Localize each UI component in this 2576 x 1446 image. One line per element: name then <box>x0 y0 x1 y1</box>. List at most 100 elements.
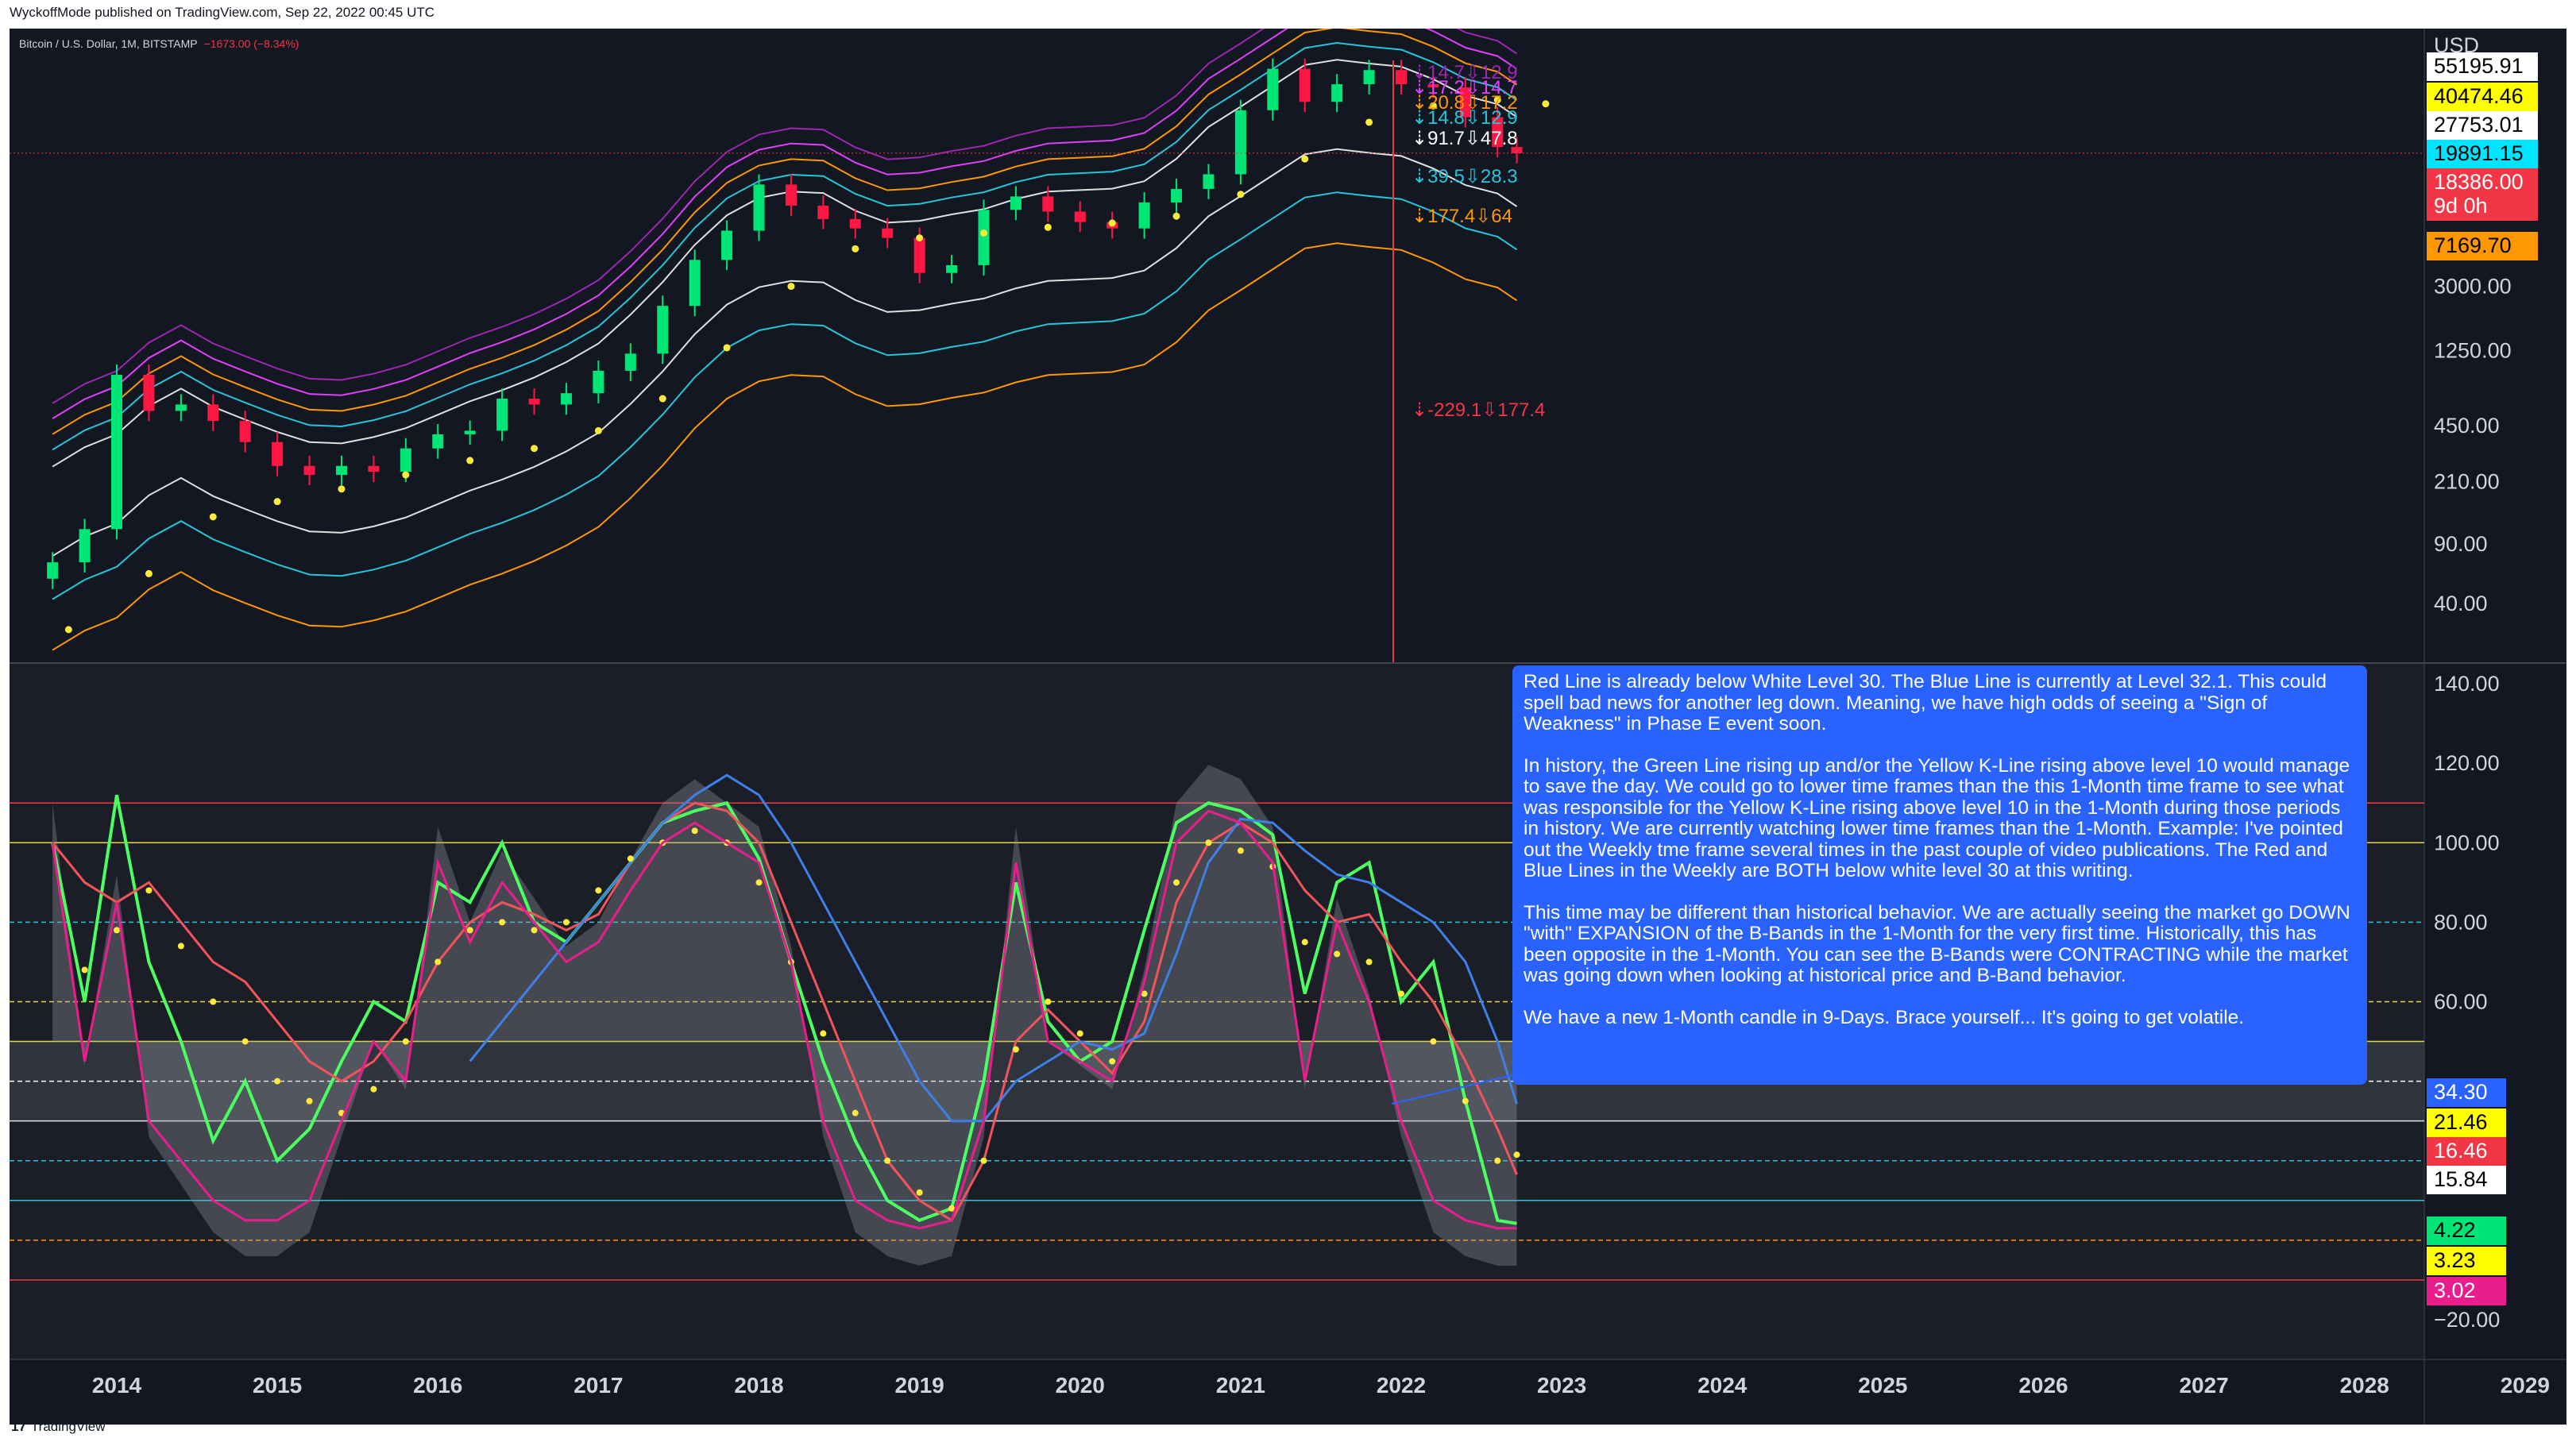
kline-dot <box>1108 219 1116 227</box>
osc-tag-bg <box>2427 1137 2506 1166</box>
lower-band-line-2 <box>52 242 1518 651</box>
kline-dot <box>787 283 795 291</box>
candle-body <box>593 370 604 394</box>
osc-kline-dot <box>1109 1058 1116 1065</box>
osc-tag-5: 3.23 <box>2427 1247 2506 1275</box>
price-change: −1673.00 (−8.34%) <box>203 37 299 50</box>
osc-axis-tick: 60.00 <box>2434 989 2488 1013</box>
osc-kline-dot <box>402 1038 409 1045</box>
price-axis-tick: 450.00 <box>2434 414 2500 438</box>
upper-band-line-2 <box>52 26 1518 435</box>
x-axis-tick: 2016 <box>413 1373 462 1398</box>
price-tag-text: 18386.00 <box>2434 170 2524 194</box>
candle-body <box>1363 70 1375 85</box>
kline-dot <box>1172 212 1180 220</box>
candle-body <box>1331 84 1343 102</box>
candle-body <box>849 218 861 229</box>
symbol-name: Bitcoin / U.S. Dollar, 1M, BITSTAMP <box>19 37 198 50</box>
price-axis-tick: 40.00 <box>2434 592 2488 615</box>
osc-kline-dot <box>1012 1046 1019 1053</box>
osc-tag-bg <box>2427 1109 2506 1137</box>
osc-line-blue <box>469 773 1518 1123</box>
kline-dot <box>723 344 731 352</box>
candle-body <box>913 237 925 273</box>
candle-body <box>624 353 636 371</box>
osc-tag-text: 4.22 <box>2434 1218 2476 1242</box>
kline-dot <box>145 569 153 577</box>
candle-body <box>1511 147 1523 153</box>
price-tag-3: 19891.15 <box>2427 140 2538 168</box>
price-axis-tick: 210.00 <box>2434 470 2500 494</box>
kline-dot <box>979 229 987 237</box>
kline-dot <box>1542 100 1550 108</box>
osc-kline-dot <box>177 943 184 950</box>
x-axis-tick: 2029 <box>2501 1373 2550 1398</box>
osc-tag-bg <box>2427 1277 2506 1305</box>
price-tag-text: 27753.01 <box>2434 113 2524 137</box>
osc-kline-dot <box>884 1157 891 1164</box>
candle-body <box>432 434 444 449</box>
candle-body <box>272 442 284 466</box>
price-tag-text: 19891.15 <box>2434 141 2524 165</box>
osc-tag-6: 3.02 <box>2427 1277 2506 1305</box>
candle-body <box>143 374 155 411</box>
candle-body <box>785 184 797 206</box>
kline-dot <box>1493 96 1501 104</box>
x-axis-tick: 2022 <box>1377 1373 1426 1398</box>
price-tag-bg <box>2427 232 2538 260</box>
x-axis-tick: 2028 <box>2340 1373 2389 1398</box>
x-axis-tick: 2014 <box>92 1373 142 1398</box>
osc-kline-dot <box>1334 951 1341 958</box>
osc-kline-dot <box>466 927 473 934</box>
osc-kline-dot <box>1173 879 1180 886</box>
osc-tag-text: 21.46 <box>2434 1110 2488 1134</box>
candle-body <box>79 529 91 563</box>
x-axis-tick: 2015 <box>253 1373 302 1398</box>
candle-body <box>1492 117 1504 148</box>
osc-kline-dot <box>1430 1038 1437 1045</box>
osc-line-pink <box>51 809 1517 1230</box>
candle-body <box>1396 70 1407 85</box>
candle-body <box>207 404 219 422</box>
candle-body <box>1234 110 1246 175</box>
lower-band-line-0 <box>52 148 1518 557</box>
note-pointer <box>1391 1074 1513 1105</box>
kline-dot <box>1044 223 1052 231</box>
osc-tag-text: 15.84 <box>2434 1167 2488 1191</box>
price-pane-bg <box>10 29 2424 662</box>
candle-body <box>817 205 829 219</box>
tradingview-logo[interactable]: 17 TradingView <box>11 1419 105 1435</box>
osc-axis-tick: −20.00 <box>2434 1308 2500 1332</box>
price-tag-1: 40474.46 <box>2427 83 2538 111</box>
candle-body <box>1042 196 1054 212</box>
kline-dot <box>64 626 72 634</box>
band-value-label: ⇣177.4⇩64 <box>1412 206 1512 227</box>
candle-body <box>400 448 411 472</box>
osc-axis-tick: 100.00 <box>2434 831 2500 854</box>
kline-dot <box>1301 155 1309 163</box>
osc-tag-text: 16.46 <box>2434 1139 2488 1163</box>
price-tag-5: 9d 0h <box>2427 192 2538 221</box>
candle-body <box>1203 174 1215 189</box>
annotation-note[interactable]: Red Line is already below White Level 30… <box>1512 665 2367 1085</box>
candle-body <box>1267 68 1279 110</box>
osc-kline-dot <box>755 879 763 886</box>
candle-body <box>1010 196 1022 210</box>
osc-tag-3: 15.84 <box>2427 1166 2506 1194</box>
osc-tag-bg <box>2427 1217 2506 1245</box>
note-paragraph-2: In history, the Green Line rising up and… <box>1524 754 2350 881</box>
candle-body <box>239 421 251 442</box>
candle-body <box>689 260 701 307</box>
osc-kline-dot <box>1398 990 1404 997</box>
note-paragraph-3: This time may be different than historic… <box>1524 901 2350 986</box>
osc-kline-dot <box>852 1109 859 1116</box>
osc-kline-dot <box>948 1205 956 1212</box>
kline-dot <box>273 498 281 506</box>
osc-kline-dot <box>1301 939 1308 946</box>
lower-band-line-1 <box>52 191 1518 600</box>
osc-tag-bg <box>2427 1166 2506 1194</box>
osc-tag-text: 3.23 <box>2434 1248 2476 1272</box>
price-axis-tick: 1250.00 <box>2434 339 2512 363</box>
osc-tag-bg <box>2427 1078 2506 1107</box>
price-tag-text: 9d 0h <box>2434 194 2488 218</box>
